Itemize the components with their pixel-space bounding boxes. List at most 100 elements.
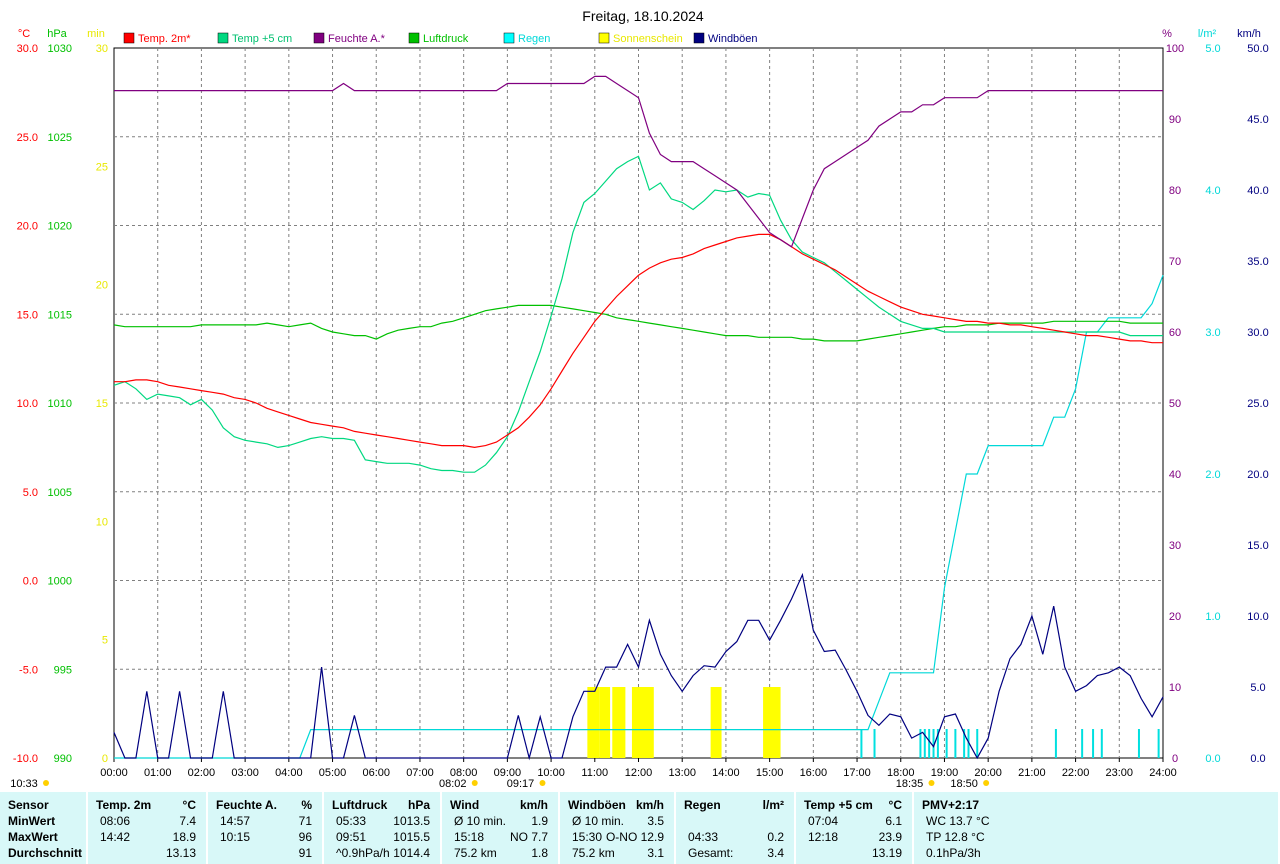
summary-cell: 1014.4: [393, 846, 430, 860]
summary-cell: 08:06: [100, 814, 131, 828]
x-tick-label: 12:00: [625, 767, 653, 779]
summary-cell: 0.1hPa/3h: [926, 846, 981, 860]
axis-tick-label: 90: [1169, 114, 1181, 126]
summary-cell: Feuchte A.: [216, 798, 277, 812]
axis-tick-label: -5.0: [19, 664, 38, 676]
axis-tick-label: 5.0: [1250, 682, 1265, 694]
legend-entry: Windböen: [708, 33, 758, 45]
axis-tick-label: 40.0: [1247, 185, 1268, 197]
axis-tick-label: 80: [1169, 185, 1181, 197]
summary-column: Regen l/m² 04:33 0.2 Gesamt: 3.4: [676, 792, 796, 864]
sun-marker: [983, 780, 990, 786]
summary-cell: 23.9: [878, 830, 902, 844]
summary-cell: 18.9: [172, 830, 196, 844]
summary-cell: 1015.5: [393, 830, 430, 844]
axis-tick-label: 25.0: [17, 132, 38, 144]
summary-cell: hPa: [407, 798, 430, 812]
axis-tick-label: 35.0: [1247, 256, 1268, 268]
axis-tick-label: 5.0: [23, 487, 38, 499]
axis-unit-label: %: [1162, 28, 1172, 40]
summary-cell: PMV+2:17: [922, 798, 980, 812]
summary-cell: Durchschnitt: [8, 846, 83, 860]
summary-cell: 0.2: [767, 830, 784, 844]
summary-cell: 15:18: [454, 830, 485, 844]
sun-time-label: 08:02: [439, 778, 467, 790]
summary-cell: Temp +5 cm: [804, 798, 873, 812]
sunshine-bar: [631, 687, 654, 758]
axis-tick-label: -10.0: [13, 753, 38, 765]
axis-tick-label: 20: [96, 280, 108, 292]
axis-tick-label: 50.0: [1247, 43, 1268, 55]
x-tick-label: 23:00: [1106, 767, 1134, 779]
summary-cell: Sensor: [8, 798, 49, 812]
axis-tick-label: 30: [1169, 540, 1181, 552]
sun-time-label: 18:35: [896, 778, 924, 790]
summary-column: PMV+2:17 WC 13.7 °C TP 12.8 °C 0.1hPa/3h: [914, 792, 1280, 864]
summary-cell: 04:33: [688, 830, 719, 844]
x-tick-label: 20:00: [974, 767, 1002, 779]
axis-tick-label: 4.0: [1205, 185, 1220, 197]
summary-cell: 09:51: [336, 830, 367, 844]
x-tick-label: 04:00: [275, 767, 303, 779]
sun-marker: [43, 780, 49, 786]
axis-tick-label: 10.0: [17, 398, 38, 410]
summary-cell: ^0.9hPa/h: [336, 846, 390, 860]
legend-entry: Regen: [518, 33, 550, 45]
summary-cell: 13.19: [871, 846, 902, 860]
sun-time-label: 10:33: [10, 778, 38, 790]
sun-marker: [471, 780, 478, 786]
summary-cell: km/h: [635, 798, 664, 812]
axis-unit-label: hPa: [47, 28, 67, 40]
axis-tick-label: 0.0: [23, 576, 38, 588]
axes: °C 30.0 25.0 20.0 15.0 10.0 5.0 0.0 -5.0 -10.0 hPa…: [13, 28, 1269, 779]
axis-tick-label: 70: [1169, 256, 1181, 268]
summary-cell: 1.8: [531, 846, 548, 860]
axis-unit-label: km/h: [1237, 28, 1261, 40]
axis-tick-label: 10.0: [1247, 611, 1268, 623]
summary-cell: 12:18: [808, 830, 839, 844]
axis-tick-label: 25: [96, 161, 108, 173]
axis-tick-label: 0.0: [1250, 753, 1265, 765]
summary-cell: 14:57: [220, 814, 251, 828]
summary-cell: %: [301, 798, 312, 812]
legend-swatch: [598, 32, 610, 44]
summary-cell: 1.9: [531, 814, 548, 828]
x-tick-label: 10:00: [537, 767, 565, 779]
summary-column: Temp +5 cm °C 07:04 6.1 12:18 23.9 13.19: [796, 792, 914, 864]
summary-cell: 75.2 km: [454, 846, 497, 860]
axis-tick-label: 2.0: [1205, 469, 1220, 481]
summary-cell: Regen: [684, 798, 721, 812]
axis-tick-label: 0: [1172, 753, 1178, 765]
axis-tick-label: 1030: [48, 43, 72, 55]
x-tick-label: 00:00: [100, 767, 128, 779]
summary-cell: O-NO 12.9: [605, 830, 664, 844]
weather-chart: Freitag, 18.10.2024 °C 30.0 25.0 20.0 15.0 10…: [10, 8, 1269, 790]
axis-tick-label: 1010: [48, 398, 72, 410]
summary-column: Temp. 2m °C 08:06 7.4 14:42 18.9 13.13: [88, 792, 208, 864]
axis-tick-label: 0.0: [1205, 753, 1220, 765]
series-lines: [113, 75, 1164, 761]
legend-swatch: [313, 32, 325, 44]
x-tick-label: 03:00: [231, 767, 259, 779]
summary-cell: 15:30: [572, 830, 603, 844]
legend: Temp. 2m* Temp +5 cm Feuchte A.* Luftdruck R…: [123, 32, 758, 45]
sun-markers: 10:33 08:02 09:17 18:35 18:50: [10, 778, 990, 790]
series-line-0: [114, 233, 1163, 449]
legend-entry: Temp. 2m*: [138, 33, 191, 45]
legend-entry: Temp +5 cm: [232, 33, 292, 45]
axis-tick-label: 1005: [48, 487, 72, 499]
x-tick-label: 05:00: [319, 767, 347, 779]
legend-swatch: [123, 32, 135, 44]
summary-cell: TP 12.8 °C: [926, 830, 985, 844]
x-tick-label: 06:00: [362, 767, 390, 779]
summary-cell: 07:04: [808, 814, 839, 828]
sunshine-bar: [763, 687, 781, 758]
axis-tick-label: 20.0: [17, 221, 38, 233]
series-line-5: [113, 572, 1164, 761]
axis-tick-label: 40: [1169, 469, 1181, 481]
summary-cell: 3.4: [767, 846, 784, 860]
legend-swatch: [408, 32, 420, 44]
summary-cell: 91: [298, 846, 312, 860]
summary-cell: 6.1: [885, 814, 902, 828]
axis-tick-label: 20.0: [1247, 469, 1268, 481]
